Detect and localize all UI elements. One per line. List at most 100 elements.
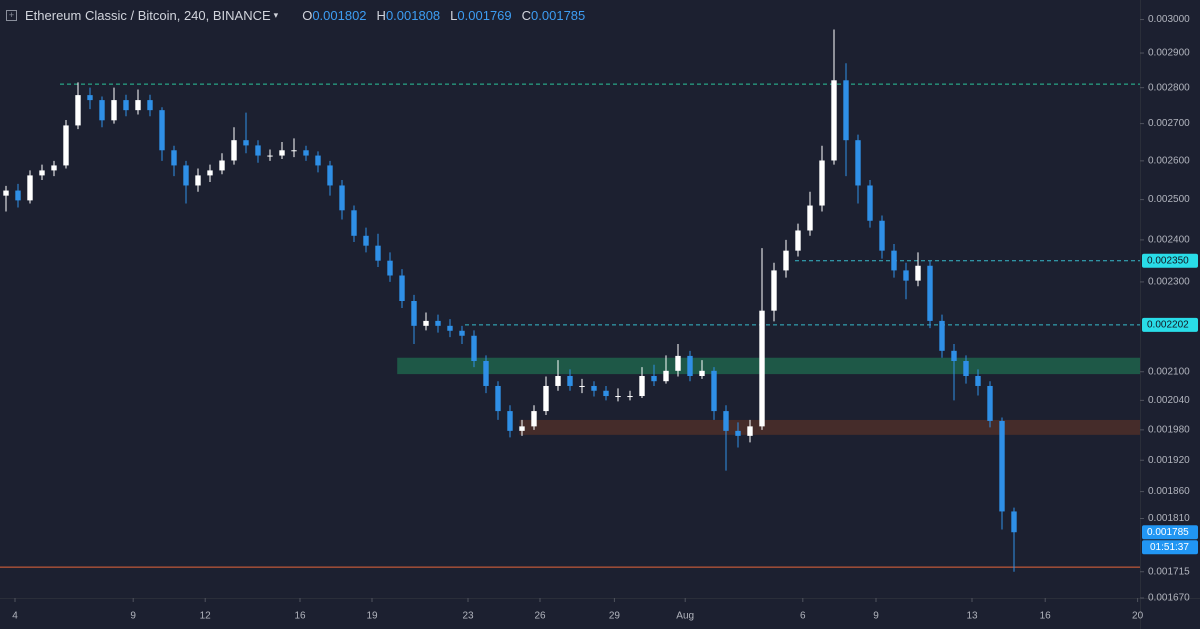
x-tick-label: 26 xyxy=(534,611,546,622)
ohlc-value: 0.001785 xyxy=(531,8,586,23)
candle-body xyxy=(627,396,633,398)
candle-body xyxy=(651,375,657,382)
y-tick-label: 0.002700 xyxy=(1148,118,1190,129)
symbol[interactable]: Ethereum Classic / Bitcoin, 240, BINANCE xyxy=(25,8,271,23)
candle-body xyxy=(843,80,849,141)
x-tick-label: 20 xyxy=(1132,611,1144,622)
x-tick-label: 4 xyxy=(12,611,18,622)
y-tick-label: 0.001860 xyxy=(1148,486,1190,497)
ohlc-key: L xyxy=(450,8,458,23)
candle-body xyxy=(927,265,933,321)
candle-body xyxy=(975,375,981,386)
candle-body xyxy=(375,245,381,261)
candle-body xyxy=(855,140,861,186)
candle-body xyxy=(567,375,573,386)
candle-body xyxy=(879,220,885,251)
candle-body xyxy=(903,270,909,281)
candle-body xyxy=(783,250,789,271)
countdown-tag xyxy=(1142,540,1198,555)
candle-body xyxy=(327,165,333,186)
y-tick-label: 0.001810 xyxy=(1148,513,1190,524)
x-tick-label: 29 xyxy=(609,611,621,622)
candle-body xyxy=(255,145,261,156)
ohlc-value: 0.001769 xyxy=(457,8,512,23)
ohlc-value: 0.001808 xyxy=(385,8,441,23)
legend-header: + Ethereum Classic / Bitcoin, 240, BINAN… xyxy=(6,8,585,23)
candle-body xyxy=(615,396,621,398)
candle-body xyxy=(243,140,249,146)
candle-body xyxy=(99,100,105,121)
candle-body xyxy=(483,361,489,386)
candle-body xyxy=(3,190,9,196)
ohlc-values: O 0.001802 H 0.001808 L 0.001769 C 0.001785 xyxy=(292,8,585,23)
x-tick-label: 9 xyxy=(130,611,136,622)
candle-body xyxy=(519,426,525,431)
price-tag xyxy=(1142,253,1198,268)
price-tag-label: 0.001785 xyxy=(1147,527,1189,538)
candle-body xyxy=(531,411,537,427)
price-tag-label: 0.002202 xyxy=(1147,320,1189,331)
candle-body xyxy=(267,155,273,157)
candle-body xyxy=(867,185,873,221)
expand-icon[interactable]: + xyxy=(6,10,17,21)
candle-body xyxy=(915,265,921,281)
x-tick-label: 9 xyxy=(873,611,879,622)
candle-body xyxy=(387,260,393,276)
candle-body xyxy=(147,100,153,111)
price-tag xyxy=(1142,525,1198,540)
candle-body xyxy=(663,370,669,382)
candle-body xyxy=(315,155,321,166)
candle-body xyxy=(471,335,477,362)
candle-body xyxy=(687,355,693,376)
price-tag-label: 0.002350 xyxy=(1147,255,1189,266)
zone xyxy=(519,419,1140,435)
candle-body xyxy=(987,385,993,421)
candle-body xyxy=(111,100,117,121)
candle-body xyxy=(495,385,501,412)
candle-body xyxy=(951,350,957,362)
candle-body xyxy=(603,390,609,397)
y-tick-label: 0.001670 xyxy=(1148,593,1190,604)
x-tick-label: 13 xyxy=(966,611,978,622)
candle-body xyxy=(399,275,405,302)
candle-body xyxy=(507,411,513,431)
x-tick-label: 12 xyxy=(200,611,212,622)
ohlc-key: H xyxy=(376,8,386,23)
candle-body xyxy=(807,205,813,231)
x-tick-label: 23 xyxy=(462,611,474,622)
candle-body xyxy=(195,175,201,186)
y-tick-label: 0.002400 xyxy=(1148,235,1190,246)
candle-body xyxy=(351,210,357,236)
y-tick-label: 0.002800 xyxy=(1148,82,1190,93)
x-tick-label: 6 xyxy=(800,611,806,622)
candle-body xyxy=(759,310,765,427)
candle-body xyxy=(579,385,585,387)
candle-body xyxy=(87,95,93,101)
candle-body xyxy=(423,320,429,326)
candle-body xyxy=(39,170,45,176)
y-tick-label: 0.002900 xyxy=(1148,48,1190,59)
ohlc-key: C xyxy=(521,8,532,23)
x-tick-label: 16 xyxy=(294,611,306,622)
y-tick-label: 0.002040 xyxy=(1148,395,1190,406)
candle-body xyxy=(135,100,141,111)
y-tick-label: 0.002100 xyxy=(1148,366,1190,377)
candle-body xyxy=(555,375,561,386)
candle-body xyxy=(543,385,549,412)
caret[interactable]: ▾ xyxy=(273,10,279,20)
candle-body xyxy=(639,375,645,397)
candle-body xyxy=(747,426,753,436)
candle-body xyxy=(735,430,741,436)
candle-body xyxy=(1011,511,1017,533)
x-tick-label: 16 xyxy=(1040,611,1052,622)
candle-body xyxy=(675,355,681,371)
candle-body xyxy=(51,165,57,171)
candle-body xyxy=(435,320,441,326)
candle-body xyxy=(963,361,969,376)
ohlc-value: 0.001802 xyxy=(312,8,367,23)
x-tick-label: 19 xyxy=(366,611,378,622)
candle-body xyxy=(411,301,417,326)
candle-body xyxy=(123,100,129,111)
